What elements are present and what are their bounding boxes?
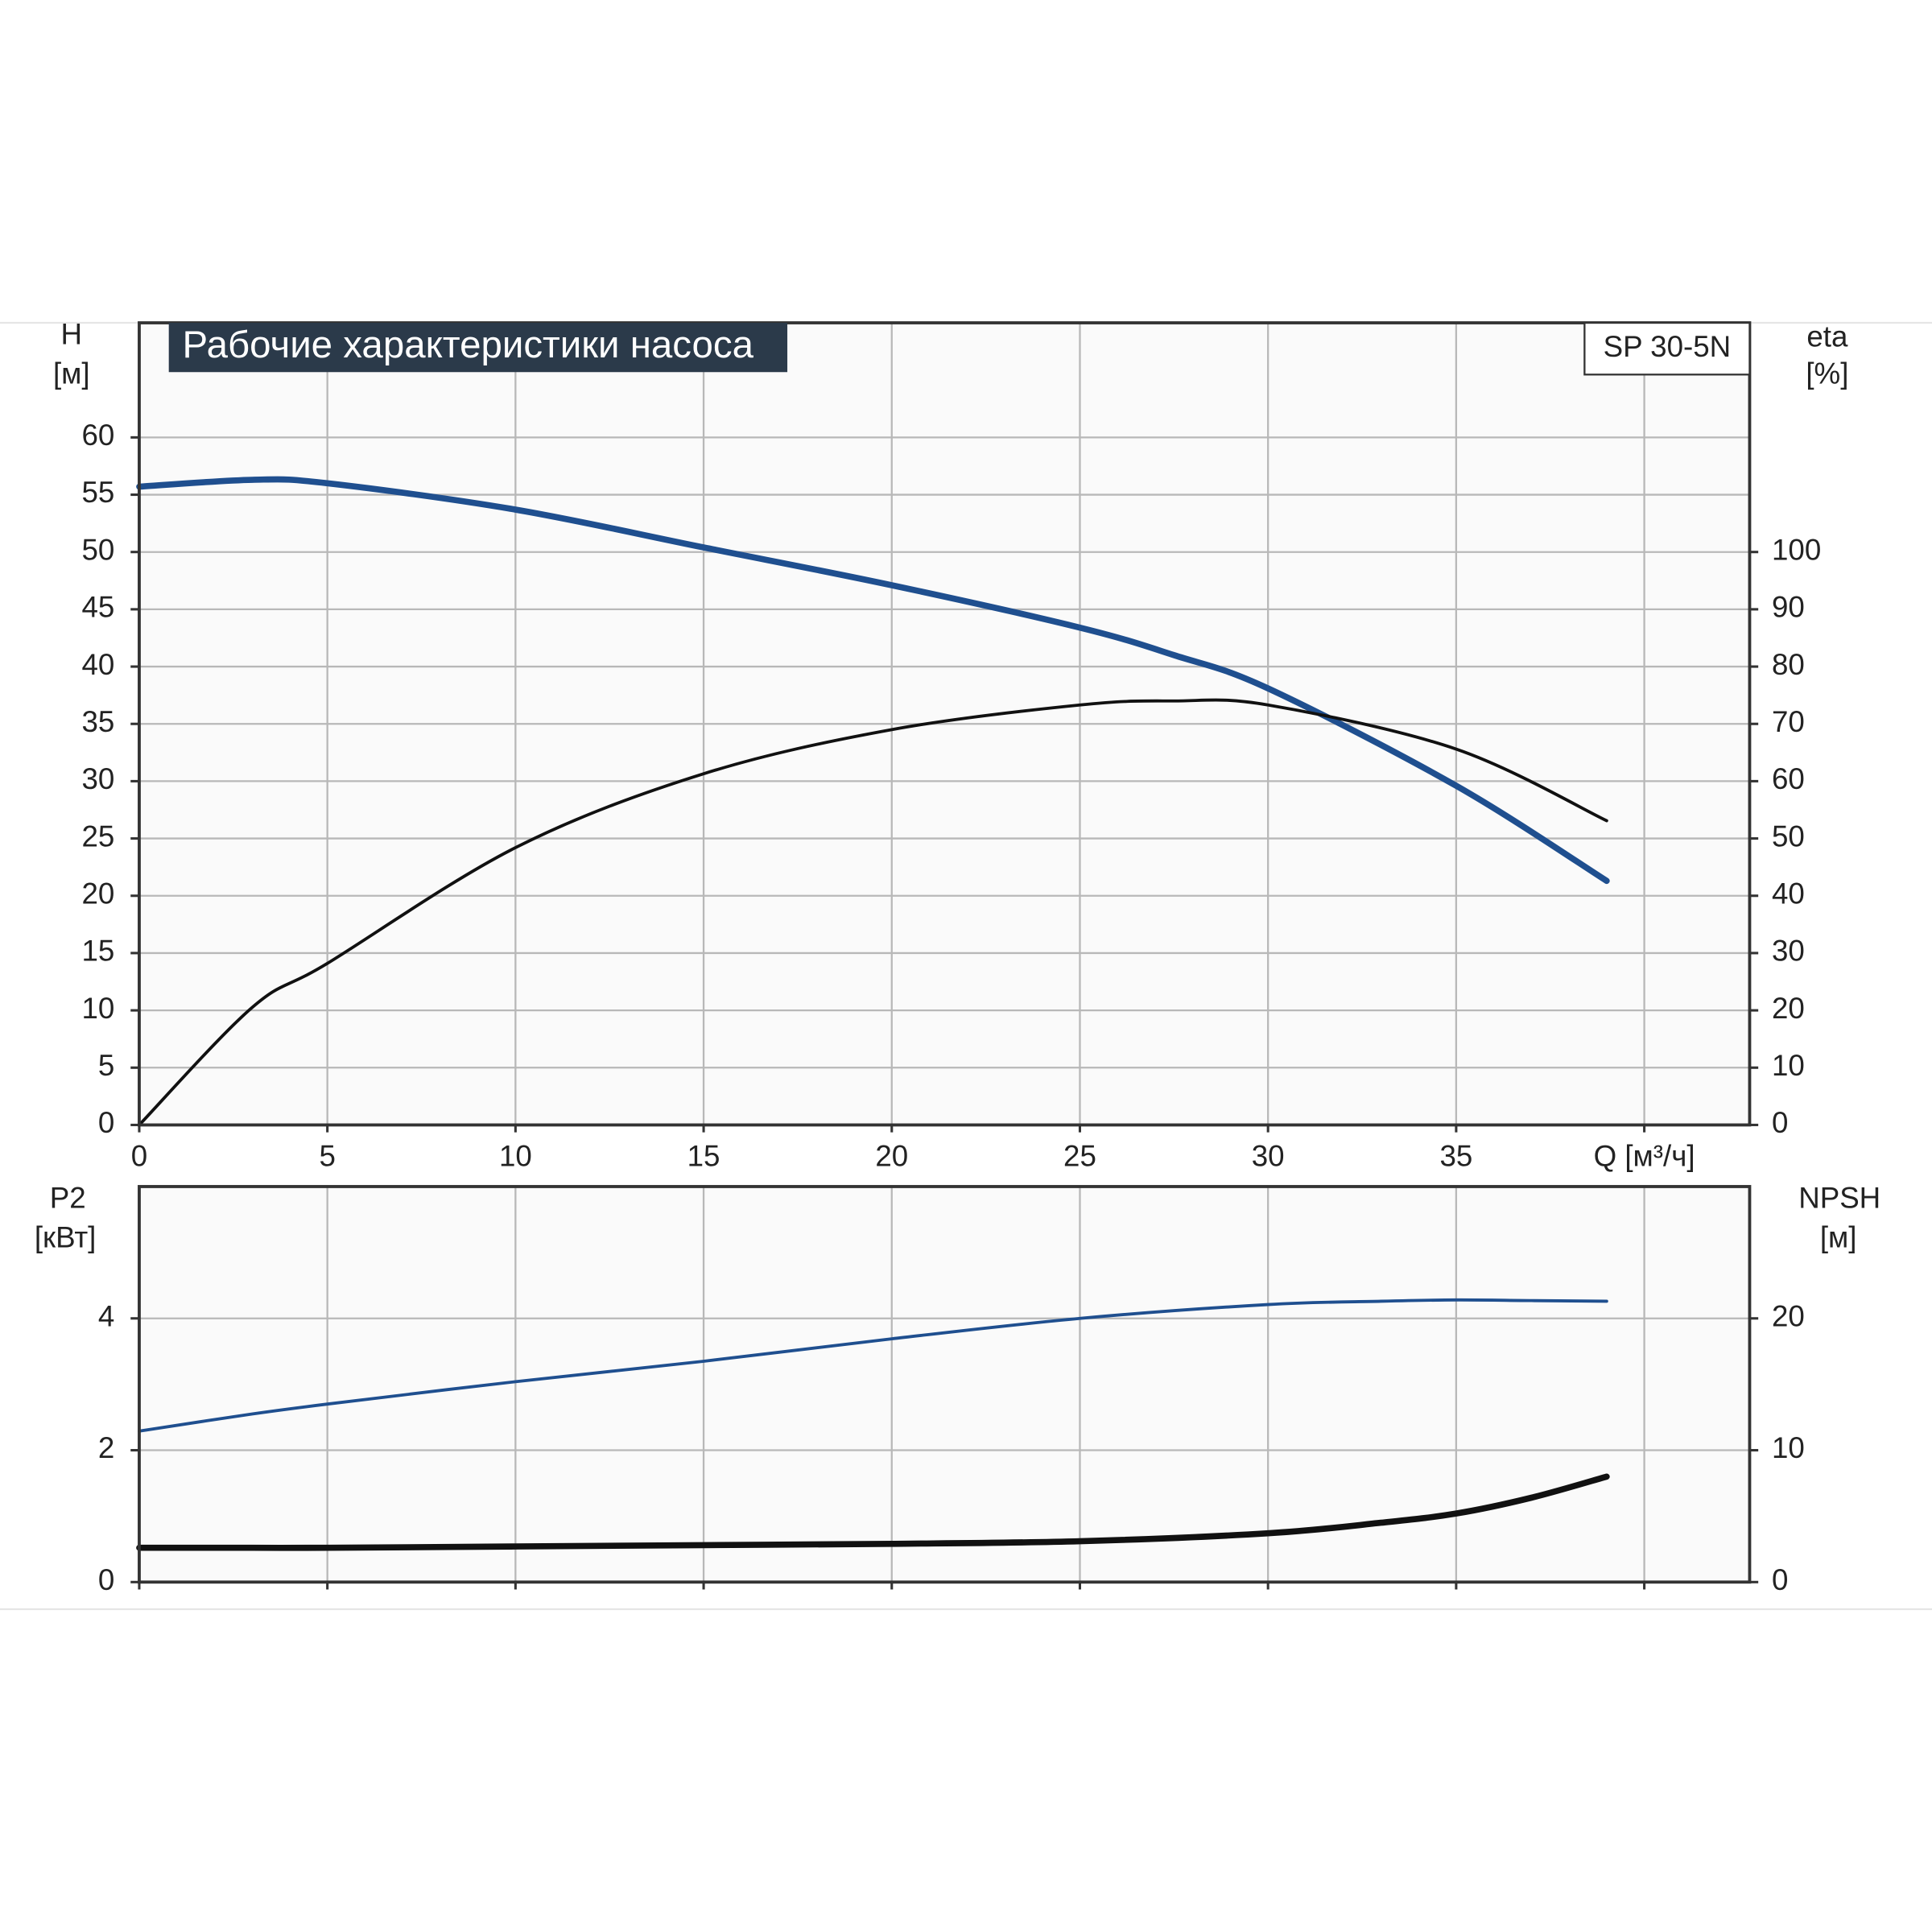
y2-tick-label: 90 bbox=[1772, 591, 1805, 624]
y2-tick-label: 0 bbox=[1772, 1563, 1788, 1596]
y2-tick-label: 50 bbox=[1772, 819, 1805, 852]
y-tick-label: 60 bbox=[82, 419, 115, 452]
y-axis-label: [м] bbox=[53, 357, 90, 390]
y-tick-label: 20 bbox=[82, 877, 115, 910]
x-tick-label: 20 bbox=[875, 1139, 908, 1172]
y2-tick-label: 40 bbox=[1772, 877, 1805, 910]
curve bbox=[136, 476, 1610, 885]
plot-frame bbox=[138, 321, 1752, 1127]
y-tick-label: 15 bbox=[82, 935, 115, 968]
y2-tick-label: 20 bbox=[1772, 1299, 1805, 1332]
y-tick-label: 5 bbox=[98, 1049, 114, 1082]
model-box bbox=[1583, 321, 1751, 376]
y2-tick-label: 20 bbox=[1772, 992, 1805, 1025]
y2-axis-label: [%] bbox=[1806, 357, 1848, 390]
x-tick-label: 0 bbox=[131, 1139, 147, 1172]
chart-title: Рабочие характеристики насоса bbox=[183, 324, 754, 366]
y2-tick-label: 100 bbox=[1772, 533, 1821, 566]
plots: 0 5 10 15 20 25 30 35 Q [м³/ч]051015202530354045… bbox=[82, 321, 1821, 1596]
y-tick-label: 45 bbox=[82, 591, 115, 624]
y2-axis-label: [м] bbox=[1820, 1220, 1857, 1253]
y2-tick-label: 30 bbox=[1772, 935, 1805, 968]
x-tick-label: 35 bbox=[1439, 1139, 1472, 1172]
y-tick-label: 4 bbox=[98, 1299, 114, 1332]
x-tick-label: 25 bbox=[1063, 1139, 1096, 1172]
curve bbox=[138, 698, 1608, 1127]
x-tick-label: 30 bbox=[1252, 1139, 1285, 1172]
y2-tick-label: 70 bbox=[1772, 705, 1805, 738]
y2-tick-label: 0 bbox=[1772, 1106, 1788, 1139]
model-label: SP 30-5N bbox=[1604, 330, 1732, 363]
y2-tick-label: 10 bbox=[1772, 1049, 1805, 1082]
y-tick-label: 10 bbox=[82, 992, 115, 1025]
y2-tick-label: 10 bbox=[1772, 1431, 1805, 1464]
y2-axis-label: NPSH bbox=[1798, 1182, 1880, 1215]
x-tick-label: Q [м³/ч] bbox=[1594, 1139, 1695, 1172]
curve bbox=[138, 1298, 1608, 1433]
y-tick-label: 2 bbox=[98, 1431, 114, 1464]
x-tick-label: 15 bbox=[687, 1139, 720, 1172]
plot-frame bbox=[138, 1185, 1752, 1584]
y-tick-label: 0 bbox=[98, 1106, 114, 1139]
y2-axis-label: eta bbox=[1806, 320, 1848, 353]
y-tick-label: 35 bbox=[82, 705, 115, 738]
y-tick-label: 55 bbox=[82, 476, 115, 509]
y-tick-label: 25 bbox=[82, 819, 115, 852]
y-tick-label: 0 bbox=[98, 1563, 114, 1596]
x-tick-label: 5 bbox=[319, 1139, 335, 1172]
plot-area bbox=[138, 1186, 1750, 1583]
y-tick-label: 50 bbox=[82, 533, 115, 566]
y2-tick-label: 60 bbox=[1772, 762, 1805, 795]
y-axis-label: H bbox=[61, 318, 83, 351]
title-box bbox=[168, 323, 788, 373]
x-tick-label: 10 bbox=[499, 1139, 532, 1172]
y-axis-label: P2 bbox=[50, 1182, 86, 1215]
y-axis-label: [кВт] bbox=[35, 1220, 97, 1253]
y-tick-label: 40 bbox=[82, 648, 115, 681]
y2-tick-label: 80 bbox=[1772, 648, 1805, 681]
y-tick-label: 30 bbox=[82, 762, 115, 795]
curve bbox=[136, 1473, 1610, 1551]
